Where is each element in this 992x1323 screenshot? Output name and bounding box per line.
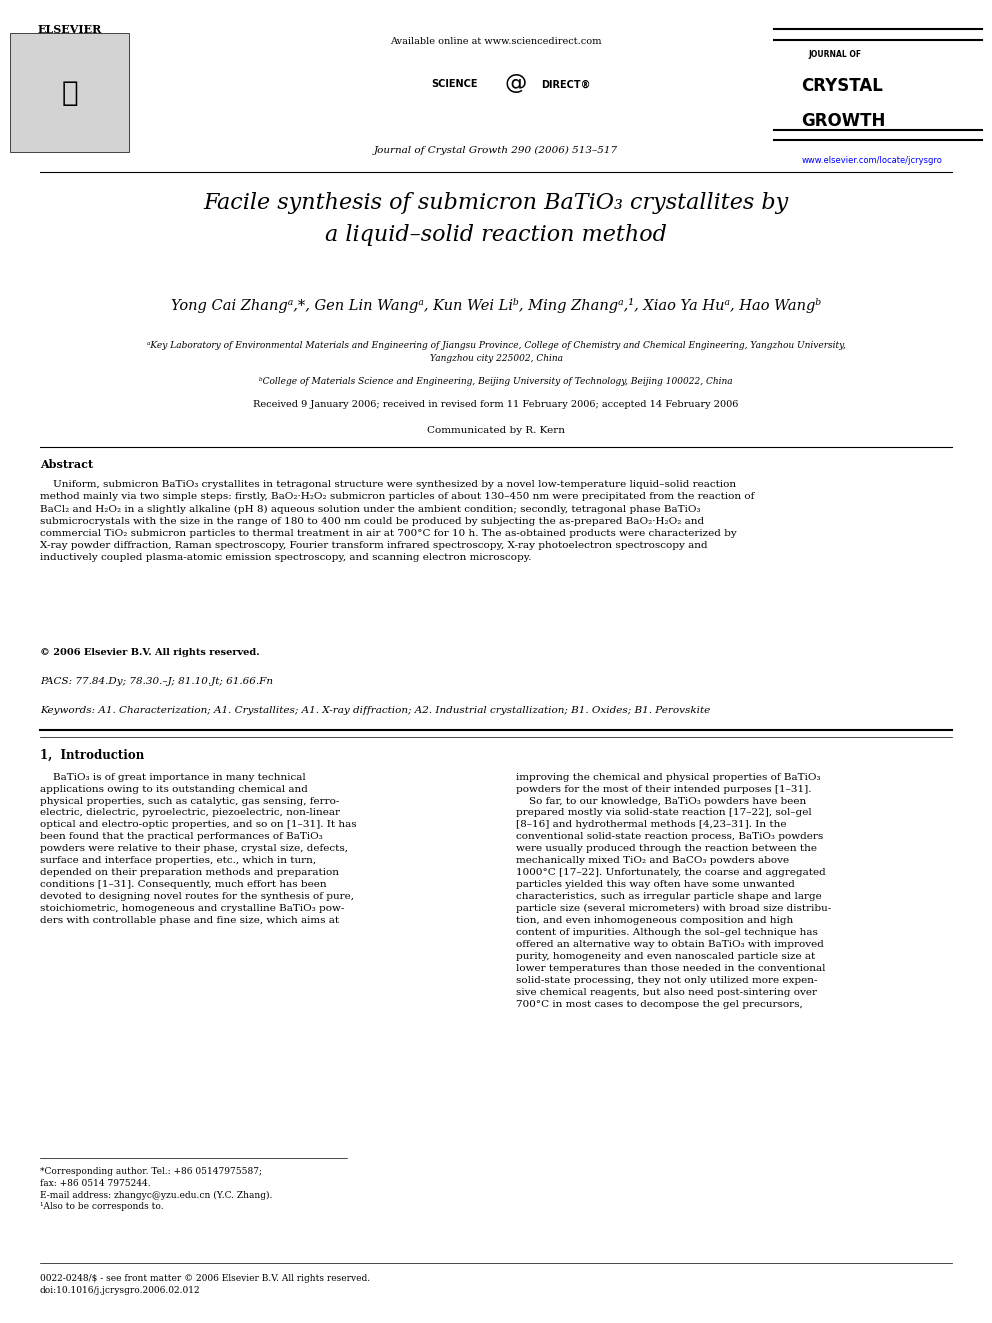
Text: BaTiO₃ is of great importance in many technical
applications owing to its outsta: BaTiO₃ is of great importance in many te… <box>40 773 356 925</box>
FancyBboxPatch shape <box>10 33 129 152</box>
Text: © 2006 Elsevier B.V. All rights reserved.: © 2006 Elsevier B.V. All rights reserved… <box>40 648 259 658</box>
Text: @: @ <box>505 73 527 93</box>
Text: ᵇCollege of Materials Science and Engineering, Beijing University of Technology,: ᵇCollege of Materials Science and Engine… <box>259 377 733 386</box>
Text: ᵃKey Laboratory of Environmental Materials and Engineering of Jiangsu Province, : ᵃKey Laboratory of Environmental Materia… <box>147 341 845 363</box>
Text: Facile synthesis of submicron BaTiO₃ crystallites by
a liquid–solid reaction met: Facile synthesis of submicron BaTiO₃ cry… <box>203 192 789 246</box>
Text: ELSEVIER: ELSEVIER <box>38 24 101 34</box>
Text: CRYSTAL: CRYSTAL <box>802 77 884 95</box>
Text: Journal of Crystal Growth 290 (2006) 513–517: Journal of Crystal Growth 290 (2006) 513… <box>374 146 618 155</box>
Text: GROWTH: GROWTH <box>802 112 886 131</box>
Text: DIRECT®: DIRECT® <box>541 79 590 90</box>
Text: improving the chemical and physical properties of BaTiO₃
powders for the most of: improving the chemical and physical prop… <box>516 773 831 1008</box>
Text: www.elsevier.com/locate/jcrysgro: www.elsevier.com/locate/jcrysgro <box>802 156 942 165</box>
Text: JOURNAL OF: JOURNAL OF <box>808 50 862 60</box>
Text: Abstract: Abstract <box>40 459 93 470</box>
Text: Uniform, submicron BaTiO₃ crystallites in tetragonal structure were synthesized : Uniform, submicron BaTiO₃ crystallites i… <box>40 480 754 562</box>
Text: Received 9 January 2006; received in revised form 11 February 2006; accepted 14 : Received 9 January 2006; received in rev… <box>253 400 739 409</box>
Text: Communicated by R. Kern: Communicated by R. Kern <box>427 426 565 435</box>
Text: 1,  Introduction: 1, Introduction <box>40 749 144 762</box>
Text: Available online at www.sciencedirect.com: Available online at www.sciencedirect.co… <box>390 37 602 46</box>
Text: Yong Cai Zhangᵃ,*, Gen Lin Wangᵃ, Kun Wei Liᵇ, Ming Zhangᵃ,¹, Xiao Ya Huᵃ, Hao W: Yong Cai Zhangᵃ,*, Gen Lin Wangᵃ, Kun We… <box>171 298 821 312</box>
Text: SCIENCE: SCIENCE <box>432 79 478 90</box>
Text: 🌳: 🌳 <box>62 78 77 107</box>
Text: Keywords: A1. Characterization; A1. Crystallites; A1. X-ray diffraction; A2. Ind: Keywords: A1. Characterization; A1. Crys… <box>40 706 710 716</box>
Text: 0022-0248/$ - see front matter © 2006 Elsevier B.V. All rights reserved.
doi:10.: 0022-0248/$ - see front matter © 2006 El… <box>40 1274 370 1295</box>
Text: PACS: 77.84.Dy; 78.30.–J; 81.10.Jt; 61.66.Fn: PACS: 77.84.Dy; 78.30.–J; 81.10.Jt; 61.6… <box>40 677 273 687</box>
Text: *Corresponding author. Tel.: +86 05147975587;
fax: +86 0514 7975244.
E-mail addr: *Corresponding author. Tel.: +86 0514797… <box>40 1167 272 1212</box>
